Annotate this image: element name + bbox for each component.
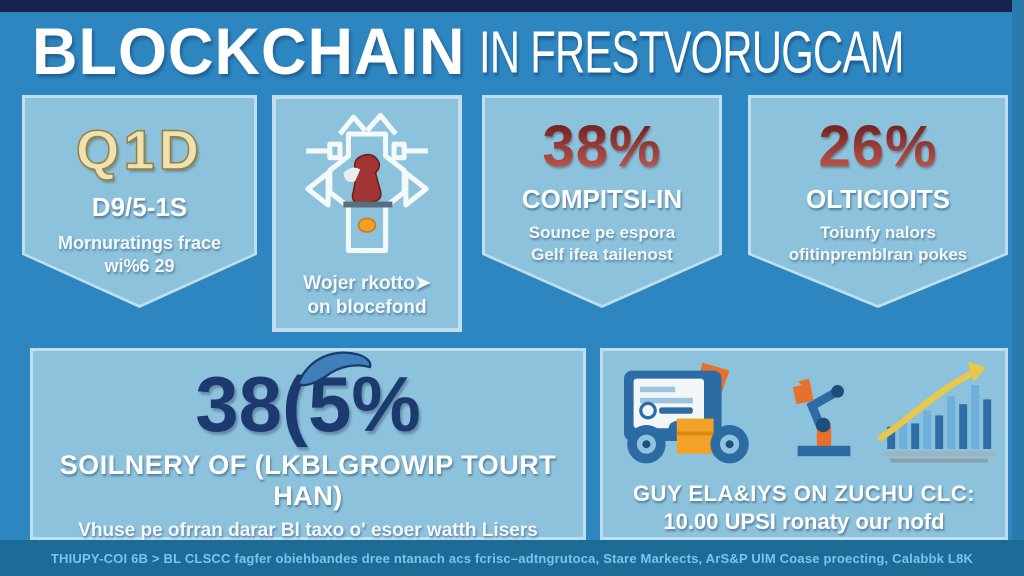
icon-card-panel: Wojer rkotto➤ on blocefond [272,95,462,332]
growth-chart-icon [877,361,996,463]
stat1-heading: D9/5-1S [91,192,188,222]
machine-badge-icon [305,112,429,254]
stat-panel-3: 26% OLTICIOITS Toiunfy nalors ofitinprem… [748,95,1008,308]
icon-card-caption2: on blocefond [307,297,427,318]
machines-caption-line1: GUY ELA&IYS ON ZUCHU CLC: [632,481,976,506]
stat1-subline1: Mornuratings frace [57,233,222,253]
footer-bar: THIUPY-COI 6B > BL CLSCC fagfer obiehban… [0,540,1024,576]
stat2-subline1: Sounce pe espora [528,223,676,242]
stat3-subline1: Toiunfy nalors [820,223,936,242]
footer-text: THIUPY-COI 6B > BL CLSCC fagfer obiehban… [50,550,974,566]
stat3-subline2: ofitinpremblran pokes [788,245,968,264]
icon-card-caption1: Wojer rkotto➤ [303,273,431,294]
machine-figure [343,153,393,233]
right-border-strip [1012,0,1024,576]
title-rest-words: IN FRESTVORUGCAM [479,19,905,86]
title-bold-word: BLOCKCHAIN [32,15,466,89]
machines-caption-line2: 10.00 UPSI ronaty our nofd [663,509,945,534]
automation-cart-icon [624,362,749,464]
stat2-subline2: Gelf ifea tailenost [531,245,673,264]
page-title: BLOCKCHAIN IN FRESTVORUGCAM [32,15,1012,92]
swoosh-hand-icon [296,351,372,387]
chart-bars [887,385,992,449]
stat1-big-word: Q1D [75,117,204,182]
stat-panel-1-fill [25,98,254,305]
stat-panel-2-fill [485,98,719,305]
stat2-heading: COMPITSI-IN [521,184,683,214]
stat4-heading: SOILNERY OF (LKBLGROWIP TOURT HAN) [59,450,557,511]
top-border-strip [0,0,1024,12]
robot-arm-icon [792,378,851,457]
stat-panel-1: Q1D D9/5-1S Mornuratings frace wi%6 29 [22,95,257,308]
stat-panel-4: 38(5% SOILNERY OF (LKBLGROWIP TOURT HAN)… [30,348,586,541]
machines-panel: GUY ELA&IYS ON ZUCHU CLC: 10.00 UPSI ron… [600,348,1008,540]
stat2-value: 38% [482,113,722,180]
stat-panel-2: 38% COMPITSI-IN Sounce pe espora Gelf if… [482,95,722,308]
stat3-value: 26% [748,113,1008,180]
stat3-heading: OLTICIOITS [806,184,950,214]
stat4-subtext: Vhuse pe ofrran darar Bl taxo o' esoer w… [78,520,538,541]
stat1-subline2: wi%6 29 [104,256,175,276]
